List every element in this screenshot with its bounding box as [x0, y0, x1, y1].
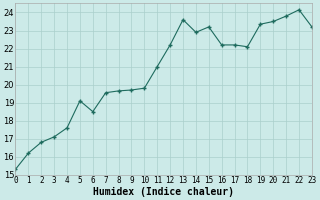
X-axis label: Humidex (Indice chaleur): Humidex (Indice chaleur) — [93, 186, 234, 197]
